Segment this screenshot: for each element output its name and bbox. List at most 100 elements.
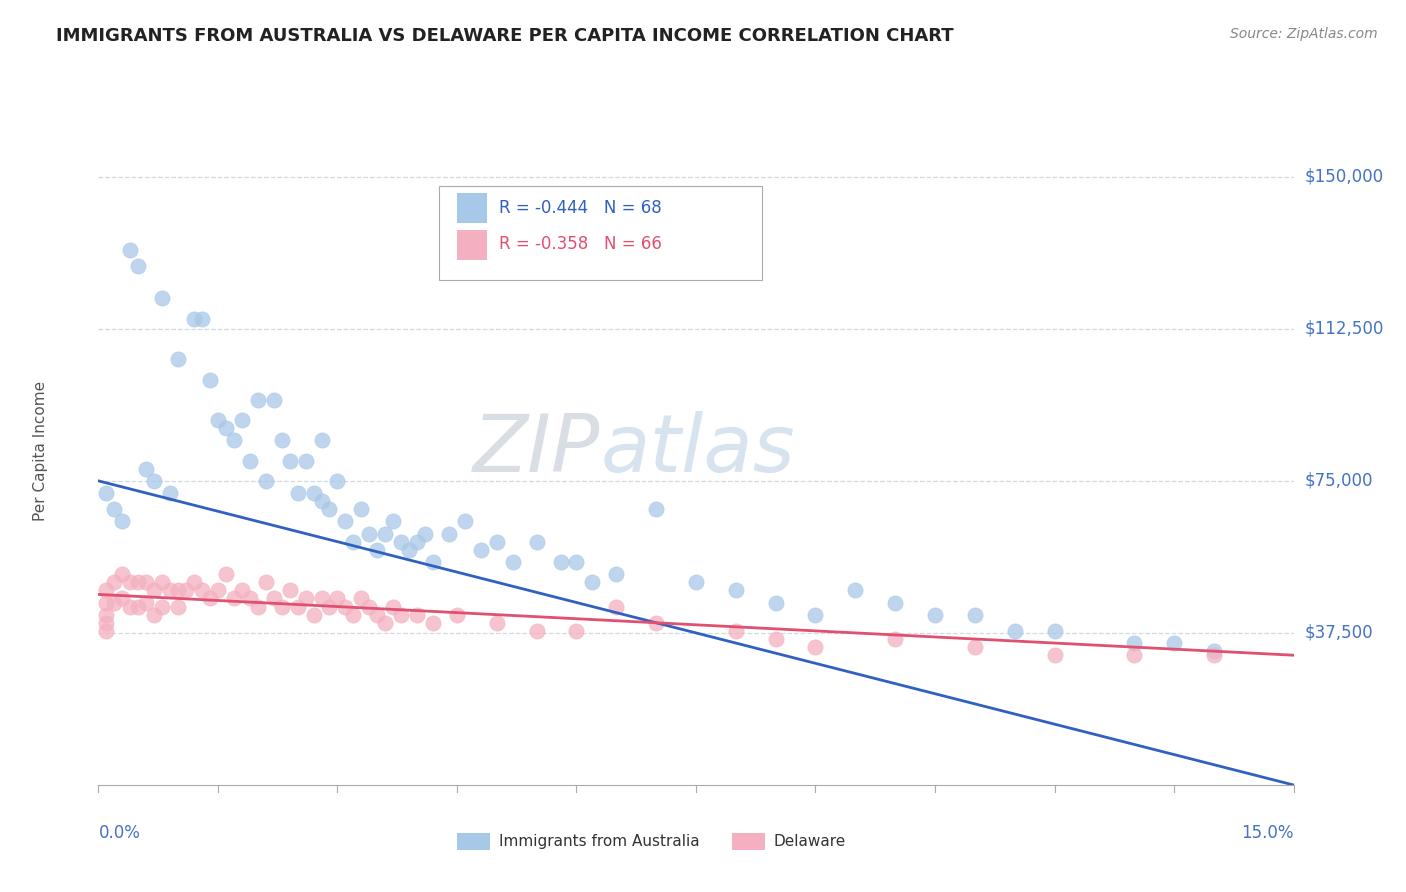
Point bbox=[127, 259, 149, 273]
Point bbox=[350, 591, 373, 606]
Text: $150,000: $150,000 bbox=[1305, 168, 1384, 186]
Point bbox=[389, 534, 412, 549]
Point bbox=[884, 632, 907, 646]
Point bbox=[359, 526, 381, 541]
Point bbox=[127, 575, 149, 590]
Point bbox=[207, 583, 229, 598]
Point bbox=[159, 583, 181, 598]
Point bbox=[605, 567, 627, 582]
Point bbox=[485, 534, 508, 549]
Text: Source: ZipAtlas.com: Source: ZipAtlas.com bbox=[1230, 27, 1378, 41]
Point bbox=[294, 591, 316, 606]
Point bbox=[143, 583, 166, 598]
FancyBboxPatch shape bbox=[457, 833, 491, 850]
Point bbox=[804, 607, 827, 622]
Point bbox=[765, 632, 787, 646]
Point bbox=[239, 453, 262, 467]
Point bbox=[406, 534, 429, 549]
Point bbox=[374, 615, 396, 630]
Point bbox=[278, 453, 301, 467]
Point bbox=[366, 607, 388, 622]
FancyBboxPatch shape bbox=[457, 229, 486, 260]
Point bbox=[198, 372, 221, 386]
Point bbox=[287, 599, 309, 614]
Point bbox=[335, 599, 357, 614]
Text: R = -0.358   N = 66: R = -0.358 N = 66 bbox=[499, 235, 662, 253]
Point bbox=[231, 583, 253, 598]
Point bbox=[207, 413, 229, 427]
Point bbox=[246, 599, 269, 614]
Point bbox=[183, 311, 205, 326]
Point bbox=[382, 515, 405, 529]
Point bbox=[111, 591, 134, 606]
Point bbox=[1202, 648, 1225, 663]
Point bbox=[174, 583, 197, 598]
Text: 15.0%: 15.0% bbox=[1241, 824, 1294, 842]
Point bbox=[963, 640, 986, 654]
Point bbox=[1004, 624, 1026, 638]
Point bbox=[924, 607, 946, 622]
Point bbox=[1123, 636, 1146, 650]
Text: $75,000: $75,000 bbox=[1305, 472, 1374, 490]
Point bbox=[550, 555, 572, 569]
Point bbox=[287, 486, 309, 500]
Point bbox=[263, 591, 285, 606]
Point bbox=[526, 624, 548, 638]
Point bbox=[111, 567, 134, 582]
Point bbox=[127, 599, 149, 614]
Point bbox=[366, 542, 388, 557]
Point bbox=[765, 595, 787, 609]
Point bbox=[159, 486, 181, 500]
Point bbox=[963, 607, 986, 622]
Point bbox=[685, 575, 707, 590]
Text: $112,500: $112,500 bbox=[1305, 320, 1384, 338]
Point bbox=[167, 352, 190, 367]
Point bbox=[422, 555, 444, 569]
Point bbox=[389, 607, 412, 622]
Point bbox=[1123, 648, 1146, 663]
Text: IMMIGRANTS FROM AUSTRALIA VS DELAWARE PER CAPITA INCOME CORRELATION CHART: IMMIGRANTS FROM AUSTRALIA VS DELAWARE PE… bbox=[56, 27, 953, 45]
Point bbox=[1043, 648, 1066, 663]
Text: atlas: atlas bbox=[600, 411, 796, 490]
Point bbox=[96, 607, 118, 622]
Point bbox=[135, 575, 157, 590]
Point bbox=[103, 595, 125, 609]
Point bbox=[382, 599, 405, 614]
Point bbox=[565, 555, 588, 569]
Point bbox=[103, 502, 125, 516]
Text: $37,500: $37,500 bbox=[1305, 624, 1374, 642]
Text: ZIP: ZIP bbox=[472, 411, 600, 490]
Point bbox=[311, 591, 333, 606]
Point bbox=[120, 599, 142, 614]
Point bbox=[311, 434, 333, 448]
Point bbox=[246, 392, 269, 407]
Point bbox=[294, 453, 316, 467]
Text: R = -0.444   N = 68: R = -0.444 N = 68 bbox=[499, 199, 662, 217]
Point bbox=[302, 486, 325, 500]
Point bbox=[222, 434, 245, 448]
Point bbox=[581, 575, 603, 590]
Point bbox=[150, 292, 173, 306]
Point bbox=[318, 502, 340, 516]
Point bbox=[254, 474, 277, 488]
Text: Immigrants from Australia: Immigrants from Australia bbox=[499, 834, 699, 849]
Point bbox=[359, 599, 381, 614]
Point bbox=[231, 413, 253, 427]
Point bbox=[263, 392, 285, 407]
Point bbox=[724, 583, 747, 598]
Point bbox=[254, 575, 277, 590]
Point bbox=[96, 615, 118, 630]
Point bbox=[413, 526, 436, 541]
Point bbox=[326, 474, 349, 488]
Point bbox=[645, 502, 668, 516]
Point bbox=[335, 515, 357, 529]
Point bbox=[198, 591, 221, 606]
Point bbox=[326, 591, 349, 606]
Point bbox=[143, 607, 166, 622]
FancyBboxPatch shape bbox=[457, 193, 486, 223]
Point bbox=[1163, 636, 1185, 650]
Point bbox=[215, 421, 238, 435]
Point bbox=[318, 599, 340, 614]
Point bbox=[565, 624, 588, 638]
Point bbox=[724, 624, 747, 638]
